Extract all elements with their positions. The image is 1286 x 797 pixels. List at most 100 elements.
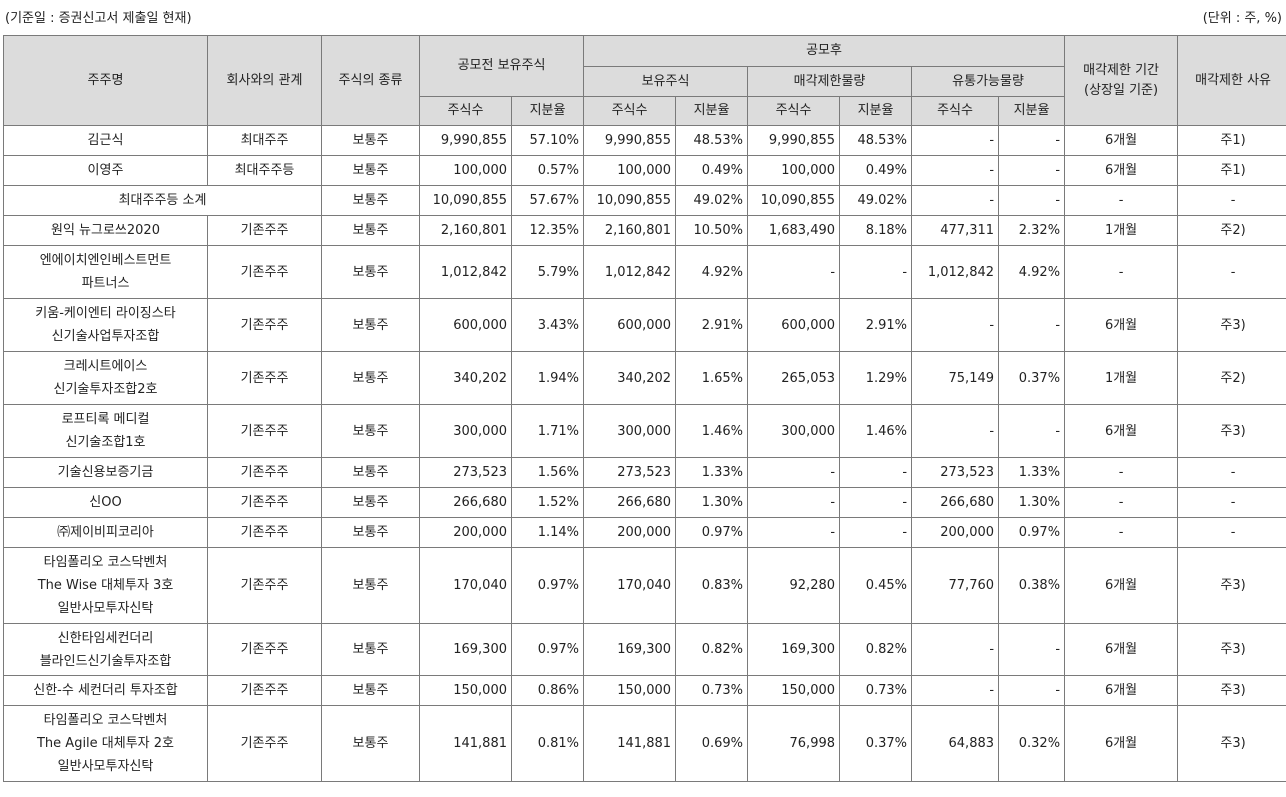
holder-name-line: The Wise 대체투자 3호 xyxy=(37,578,174,593)
stock-type-cell: 보통주 xyxy=(321,487,420,518)
holding-ratio-cell: 0.97% xyxy=(675,517,749,548)
lockup-reason-cell: - xyxy=(1177,487,1286,518)
holding-ratio-cell: 0.83% xyxy=(675,547,749,624)
restricted-shares-cell: 265,053 xyxy=(747,351,841,405)
pre-ipo-shares-cell: 1,012,842 xyxy=(419,245,512,299)
holder-name-line: The Agile 대체투자 2호 xyxy=(36,736,174,751)
restricted-shares-cell: 100,000 xyxy=(747,155,841,186)
stock-type-cell: 보통주 xyxy=(321,155,420,186)
restricted-shares-cell: - xyxy=(747,457,841,488)
holder-name-cell: 키움-케이엔티 라이징스타 신기술사업투자조합 xyxy=(3,298,208,352)
tradable-shares-cell: 266,680 xyxy=(911,487,1000,518)
holder-name-cell: 이영주 xyxy=(3,155,208,186)
holder-name-cell: 로프티록 메디컬 신기술조합1호 xyxy=(3,404,208,458)
holding-ratio-cell: 48.53% xyxy=(675,125,749,156)
lockup-period-cell: 1개월 xyxy=(1064,215,1179,246)
holding-ratio-cell: 0.49% xyxy=(675,155,749,186)
holder-name-line: 신기술투자조합2호 xyxy=(53,382,158,397)
tradable-ratio-cell: 0.32% xyxy=(998,705,1066,782)
tradable-shares-cell: 477,311 xyxy=(911,215,1000,246)
holder-name-line: 신한타임세컨더리 xyxy=(57,630,154,646)
pre-ipo-ratio-cell: 0.97% xyxy=(510,623,585,676)
restricted-ratio-cell: - xyxy=(839,517,913,548)
holder-name-line: 타임폴리오 코스닥벤처 xyxy=(43,555,168,570)
lockup-period-cell: 6개월 xyxy=(1064,675,1179,706)
pre-ipo-ratio-cell: 0.81% xyxy=(510,705,585,782)
tradable-shares-cell: - xyxy=(911,404,1000,458)
table-row: 엔에이치엔인베스트먼트 파트너스 기존주주 보통주 1,012,842 5.79% 1,01… xyxy=(3,245,1286,299)
table-row: 크레시트에이스 신기술투자조합2호 기존주주 보통주 340,202 1.94% 340,2… xyxy=(3,351,1286,405)
tradable-shares-cell: - xyxy=(911,185,1000,216)
holder-name-cell: 원익 뉴그로쓰2020 xyxy=(3,215,208,246)
lockup-period-cell: 6개월 xyxy=(1064,155,1179,186)
pre-ipo-shares-cell: 170,040 xyxy=(419,547,512,624)
restricted-shares-cell: 169,300 xyxy=(747,623,841,676)
table-row: 키움-케이엔티 라이징스타 신기술사업투자조합 기존주주 보통주 600,000 3.43… xyxy=(3,298,1286,352)
pre-ipo-ratio-cell: 1.14% xyxy=(510,517,585,548)
table-row: 신한-수 세컨더리 투자조합 기존주주 보통주 150,000 0.86% 150,000… xyxy=(3,675,1286,706)
holding-ratio-cell: 2.91% xyxy=(675,298,749,352)
tradable-shares-cell: - xyxy=(911,623,1000,676)
lockup-reason-cell: 주2) xyxy=(1177,215,1286,246)
header-lockup-period: 매각제한 기간 (상장일 기준) xyxy=(1064,35,1179,126)
holding-ratio-cell: 0.82% xyxy=(675,623,749,676)
pre-ipo-shares-cell: 150,000 xyxy=(419,675,512,706)
holder-name-line: 김근식 xyxy=(87,133,124,148)
restricted-shares-cell: - xyxy=(747,517,841,548)
stock-type-cell: 보통주 xyxy=(321,215,420,246)
pre-ipo-shares-cell: 300,000 xyxy=(419,404,512,458)
holder-name-cell: 신한타임세컨더리 블라인드신기술투자조합 xyxy=(3,623,208,676)
holding-ratio-cell: 1.65% xyxy=(675,351,749,405)
holder-name-line: 일반사모투자신탁 xyxy=(57,759,154,774)
header-restricted: 매각제한물량 xyxy=(747,66,913,97)
holding-ratio-cell: 1.46% xyxy=(675,404,749,458)
lockup-reason-cell: 주2) xyxy=(1177,351,1286,405)
holding-shares-cell: 273,523 xyxy=(583,457,677,488)
pre-ipo-ratio-cell: 0.86% xyxy=(510,675,585,706)
pre-ipo-shares-cell: 273,523 xyxy=(419,457,512,488)
restricted-shares-cell: 600,000 xyxy=(747,298,841,352)
holder-name-line: 일반사모투자신탁 xyxy=(57,601,154,616)
lockup-reason-cell: 주3) xyxy=(1177,623,1286,676)
table-row: 기술신용보증기금 기존주주 보통주 273,523 1.56% 273,523 1.33% -… xyxy=(3,457,1286,488)
tradable-shares-cell: - xyxy=(911,298,1000,352)
holder-name-cell: ㈜제이비피코리아 xyxy=(3,517,208,548)
shareholder-lockup-table: 주주명 회사와의 관계 주식의 종류 공모전 보유주식 공모후 매각제한 기간 … xyxy=(3,35,1286,782)
restricted-ratio-cell: 1.29% xyxy=(839,351,913,405)
restricted-ratio-cell: 0.45% xyxy=(839,547,913,624)
stock-type-cell: 보통주 xyxy=(321,298,420,352)
stock-type-cell: 보통주 xyxy=(321,245,420,299)
holder-name-cell: 타임폴리오 코스닥벤처 The Agile 대체투자 2호 일반사모투자신탁 xyxy=(3,705,208,782)
lockup-period-cell: - xyxy=(1064,457,1179,488)
tradable-ratio-cell: 0.38% xyxy=(998,547,1066,624)
tradable-ratio-cell: 1.33% xyxy=(998,457,1066,488)
restricted-ratio-cell: 48.53% xyxy=(839,125,913,156)
header-ratio: 지분율 xyxy=(998,96,1066,126)
relation-cell: 기존주주 xyxy=(207,245,322,299)
tradable-shares-cell: - xyxy=(911,155,1000,186)
table-row: 최대주주등 소계 보통주 10,090,855 57.67% 10,090,855 49.… xyxy=(3,185,1286,216)
tradable-shares-cell: 1,012,842 xyxy=(911,245,1000,299)
tradable-shares-cell: 200,000 xyxy=(911,517,1000,548)
relation-cell: 기존주주 xyxy=(207,298,322,352)
holding-shares-cell: 170,040 xyxy=(583,547,677,624)
header-lockup-reason: 매각제한 사유 xyxy=(1177,35,1286,126)
holder-name-cell: 크레시트에이스 신기술투자조합2호 xyxy=(3,351,208,405)
holder-name-line: 이영주 xyxy=(87,163,124,178)
lockup-period-cell: 6개월 xyxy=(1064,298,1179,352)
holder-name-line: 최대주주등 소계 xyxy=(118,193,207,208)
pre-ipo-ratio-cell: 1.52% xyxy=(510,487,585,518)
table-row: 이영주 최대주주등 보통주 100,000 0.57% 100,000 0.49% 100,0… xyxy=(3,155,1286,186)
pre-ipo-ratio-cell: 12.35% xyxy=(510,215,585,246)
holding-shares-cell: 150,000 xyxy=(583,675,677,706)
holder-name-line: 신기술조합1호 xyxy=(65,435,146,450)
holding-shares-cell: 10,090,855 xyxy=(583,185,677,216)
lockup-reason-cell: 주1) xyxy=(1177,125,1286,156)
holding-shares-cell: 266,680 xyxy=(583,487,677,518)
pre-ipo-shares-cell: 10,090,855 xyxy=(419,185,512,216)
pre-ipo-shares-cell: 200,000 xyxy=(419,517,512,548)
holding-shares-cell: 200,000 xyxy=(583,517,677,548)
table-row: 타임폴리오 코스닥벤처 The Agile 대체투자 2호 일반사모투자신탁 기존주주… xyxy=(3,705,1286,782)
header-ratio: 지분율 xyxy=(839,96,913,126)
